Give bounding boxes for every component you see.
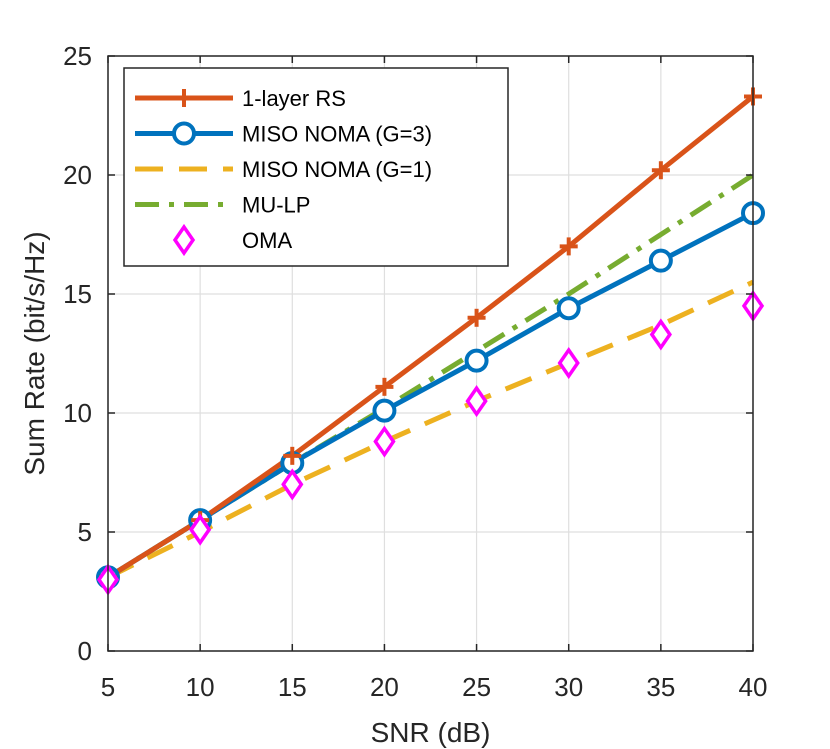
data-point-oma	[281, 468, 304, 501]
x-tick-label: 5	[101, 672, 115, 702]
legend-marker	[172, 223, 196, 257]
data-point-miso-noma-g-3	[648, 248, 673, 273]
series-line-1-layer-rs	[106, 94, 755, 580]
y-tick-label: 0	[78, 636, 92, 666]
data-point-oma	[373, 425, 396, 458]
x-axis-title: SNR (dB)	[371, 717, 491, 748]
x-tick-label: 15	[278, 672, 307, 702]
x-tick-label: 10	[186, 672, 215, 702]
legend-entry-miso-noma-g-3: MISO NOMA (G=3)	[135, 121, 432, 147]
legend-label: MISO NOMA (G=3)	[242, 122, 432, 147]
data-point-oma	[465, 385, 488, 418]
legend-marker	[172, 121, 196, 146]
data-point-1-layer-rs	[467, 308, 486, 327]
y-tick-label: 25	[63, 41, 92, 71]
y-tick-label: 5	[78, 517, 92, 547]
data-point-oma	[649, 318, 672, 351]
x-tick-label: 30	[554, 672, 583, 702]
data-point-miso-noma-g-3	[464, 348, 489, 373]
y-tick-label: 20	[63, 160, 92, 190]
data-point-1-layer-rs	[559, 237, 578, 256]
legend-entry-miso-noma-g-1: MISO NOMA (G=1)	[135, 157, 432, 182]
legend-entry-oma: OMA	[172, 223, 292, 257]
legend-entry-1-layer-rs: 1-layer RS	[135, 86, 346, 111]
series-line-miso-noma-g-1	[106, 279, 755, 580]
x-tick-label: 20	[370, 672, 399, 702]
data-point-miso-noma-g-3	[372, 398, 397, 423]
data-point-1-layer-rs	[283, 446, 302, 465]
data-point-miso-noma-g-3	[556, 296, 581, 321]
legend: 1-layer RS MISO NOMA (G=3) MISO NOMA (G=1)…	[123, 67, 509, 267]
x-tick-label: 40	[739, 672, 768, 702]
x-tick-label: 35	[646, 672, 675, 702]
y-axis-title: Sum Rate (bit/s/Hz)	[19, 231, 50, 475]
legend-label: MISO NOMA (G=1)	[242, 157, 432, 182]
legend-label: 1-layer RS	[242, 86, 346, 111]
data-point-1-layer-rs	[651, 161, 670, 180]
data-point-oma	[557, 346, 580, 380]
data-point-oma	[189, 513, 212, 546]
plot-frame	[107, 55, 754, 652]
legend-label: MU-LP	[242, 193, 310, 218]
legend-label: OMA	[242, 228, 292, 253]
legend-marker	[175, 89, 193, 107]
series-line-mu-lp	[106, 172, 755, 580]
legend-entry-mu-lp: MU-LP	[135, 193, 310, 218]
y-tick-label: 15	[63, 279, 92, 309]
y-tick-label: 10	[63, 398, 92, 428]
data-point-1-layer-rs	[375, 377, 394, 396]
x-tick-label: 25	[462, 672, 491, 702]
